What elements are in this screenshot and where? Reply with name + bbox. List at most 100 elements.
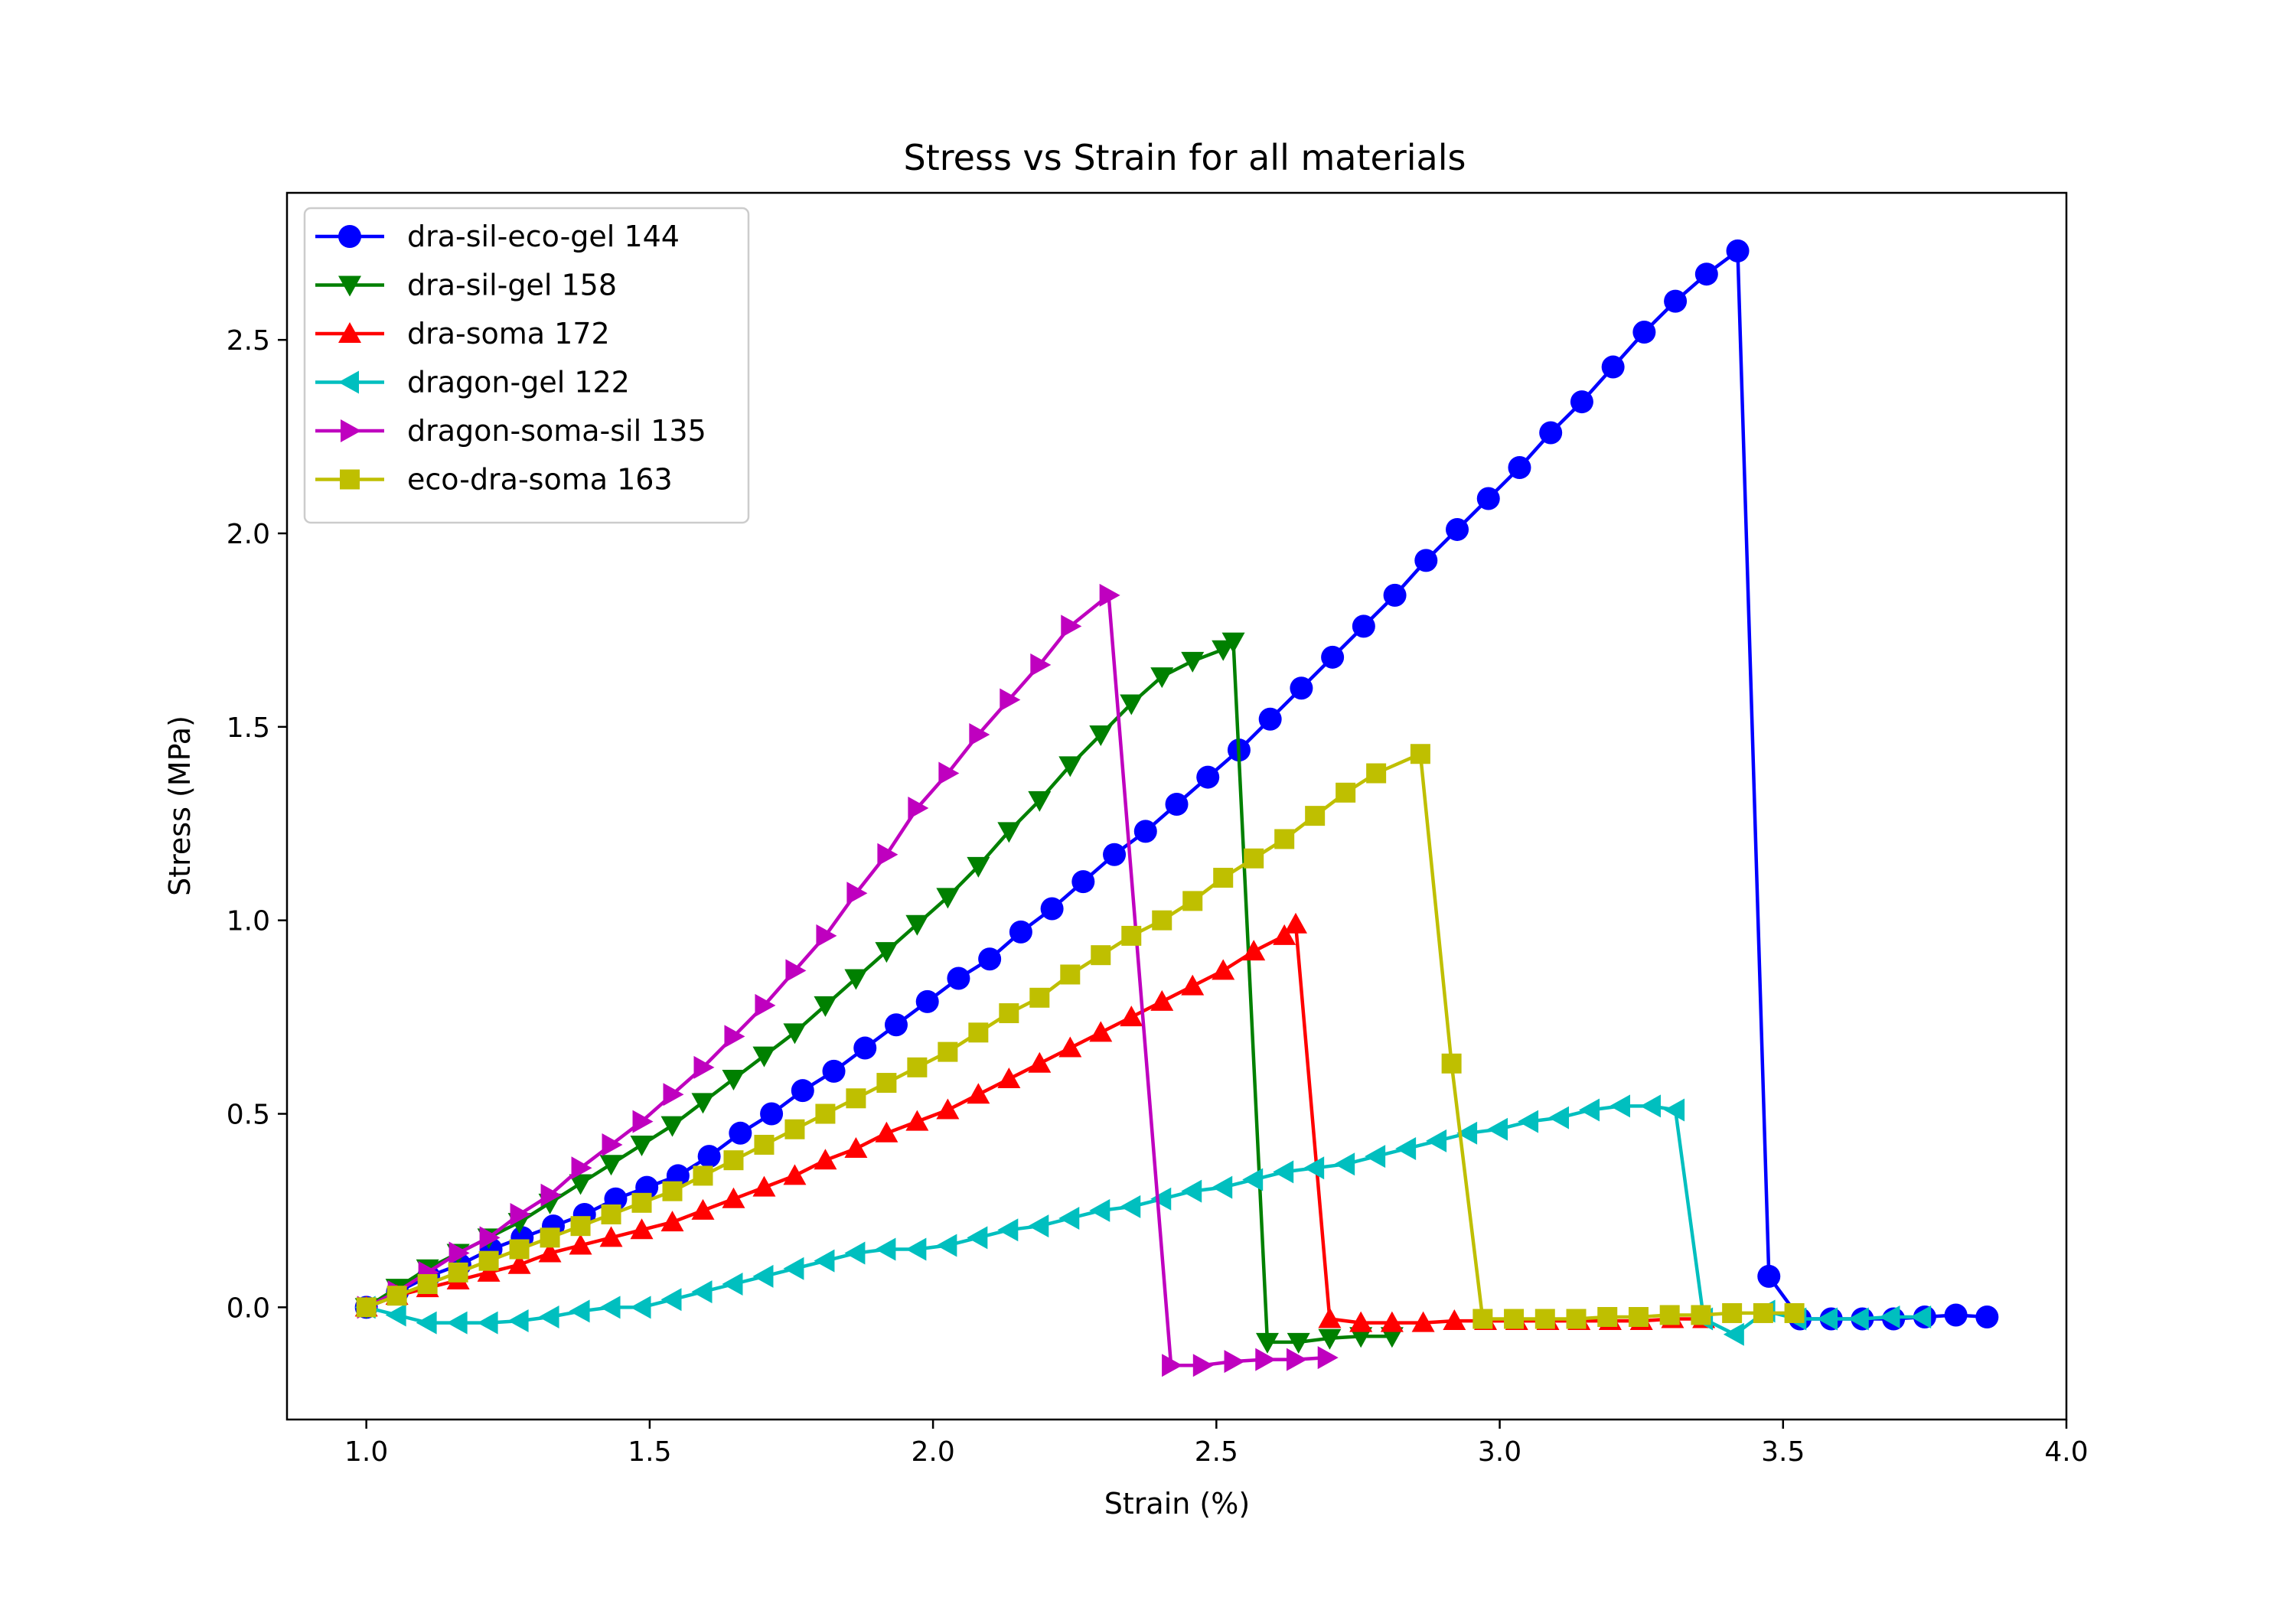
- data-point: [1212, 959, 1235, 980]
- data-point: [691, 1093, 715, 1114]
- data-point: [1380, 1327, 1404, 1348]
- series-2: [354, 632, 1404, 1354]
- data-point: [722, 1187, 745, 1208]
- data-point: [1601, 355, 1625, 379]
- data-point: [1181, 651, 1205, 673]
- data-point: [1548, 1106, 1570, 1129]
- data-point: [448, 1241, 470, 1265]
- data-point: [875, 1121, 899, 1143]
- legend-item: dra-sil-gel 158: [315, 269, 617, 302]
- data-point: [478, 1250, 499, 1271]
- data-point: [1411, 1311, 1435, 1332]
- data-point: [1504, 1309, 1525, 1329]
- data-point: [1099, 583, 1120, 607]
- data-point: [783, 1257, 804, 1280]
- data-point: [691, 1198, 715, 1220]
- data-point: [630, 1218, 654, 1240]
- data-point: [1349, 1327, 1373, 1348]
- data-point: [905, 1237, 927, 1261]
- data-point: [1352, 614, 1375, 638]
- data-point: [691, 1280, 713, 1304]
- data-point: [1091, 945, 1111, 966]
- data-point: [846, 1088, 866, 1109]
- data-point: [1639, 1094, 1661, 1118]
- data-point: [1628, 1306, 1649, 1327]
- data-point: [722, 1070, 745, 1091]
- legend-item: dragon-gel 122: [315, 366, 630, 399]
- data-point: [1664, 289, 1688, 313]
- data-point: [1443, 1309, 1466, 1331]
- legend-label: dra-sil-gel 158: [407, 269, 617, 302]
- data-point: [510, 1202, 531, 1226]
- data-point: [601, 1204, 621, 1224]
- data-point: [1534, 1309, 1555, 1329]
- data-point: [660, 1288, 682, 1312]
- data-point: [967, 1083, 990, 1104]
- y-axis: 0.0 0.5 1.0 1.5 2.0 2.5: [227, 325, 287, 1324]
- data-point: [477, 1260, 501, 1282]
- data-point: [1058, 1036, 1082, 1058]
- data-point: [875, 1237, 896, 1261]
- data-point: [1273, 1160, 1294, 1184]
- data-point: [1061, 614, 1082, 638]
- data-point: [1487, 1117, 1508, 1141]
- data-point: [1321, 645, 1345, 669]
- data-point: [1366, 763, 1387, 784]
- data-point: [1120, 1195, 1141, 1218]
- legend-label: dra-sil-eco-gel 144: [407, 220, 680, 253]
- data-point: [602, 1133, 623, 1156]
- x-tick-label: 3.5: [1761, 1436, 1805, 1468]
- data-point: [875, 942, 899, 963]
- data-point: [822, 1059, 846, 1083]
- data-point: [630, 1135, 654, 1156]
- data-point: [1150, 989, 1174, 1011]
- legend: dra-sil-eco-gel 144 dra-sil-gel 158 dra-so…: [303, 207, 750, 524]
- data-point: [783, 1023, 807, 1045]
- data-point: [1446, 517, 1469, 541]
- data-point: [844, 969, 868, 990]
- data-point: [1566, 1309, 1587, 1329]
- legend-item: eco-dra-soma 163: [315, 463, 673, 497]
- data-point: [1539, 421, 1563, 445]
- data-point: [1213, 868, 1234, 888]
- x-axis: 1.0 1.5 2.0 2.5 3.0 3.5 4.0: [344, 1420, 2089, 1468]
- data-point: [1150, 1187, 1172, 1211]
- data-point: [1476, 487, 1500, 510]
- data-point: [997, 1218, 1019, 1242]
- data-point: [571, 1156, 592, 1180]
- data-point: [1664, 1098, 1685, 1122]
- data-point: [1028, 1051, 1052, 1073]
- data-point: [385, 1303, 406, 1327]
- data-point: [1726, 239, 1750, 262]
- data-point: [538, 1305, 559, 1328]
- x-tick-label: 2.5: [1195, 1436, 1238, 1468]
- data-point: [1196, 765, 1220, 789]
- data-point: [760, 1102, 784, 1126]
- data-point: [1609, 1094, 1631, 1118]
- data-point: [876, 1073, 897, 1094]
- data-point: [1632, 321, 1656, 344]
- data-point: [844, 1241, 866, 1265]
- data-point: [997, 822, 1021, 843]
- data-point: [1383, 583, 1407, 607]
- data-point: [784, 1119, 805, 1139]
- data-point: [999, 1003, 1019, 1024]
- series-layer: [354, 239, 1999, 1377]
- data-point: [938, 1041, 958, 1062]
- data-point: [509, 1239, 530, 1260]
- data-point: [660, 1211, 684, 1232]
- data-point: [1694, 262, 1718, 286]
- chart-title: Stress vs Strain for all materials: [904, 137, 1466, 178]
- legend-label: dragon-soma-sil 135: [407, 414, 706, 448]
- data-point: [477, 1311, 498, 1335]
- data-point: [1570, 390, 1593, 414]
- data-point: [723, 1150, 744, 1171]
- data-point: [1255, 1348, 1277, 1371]
- legend-marker: [338, 275, 361, 297]
- series-3: [354, 912, 1716, 1332]
- data-point: [1659, 1305, 1680, 1325]
- data-point: [1283, 912, 1307, 934]
- data-point: [752, 1264, 774, 1288]
- data-point: [1000, 688, 1021, 712]
- data-point: [1040, 897, 1064, 921]
